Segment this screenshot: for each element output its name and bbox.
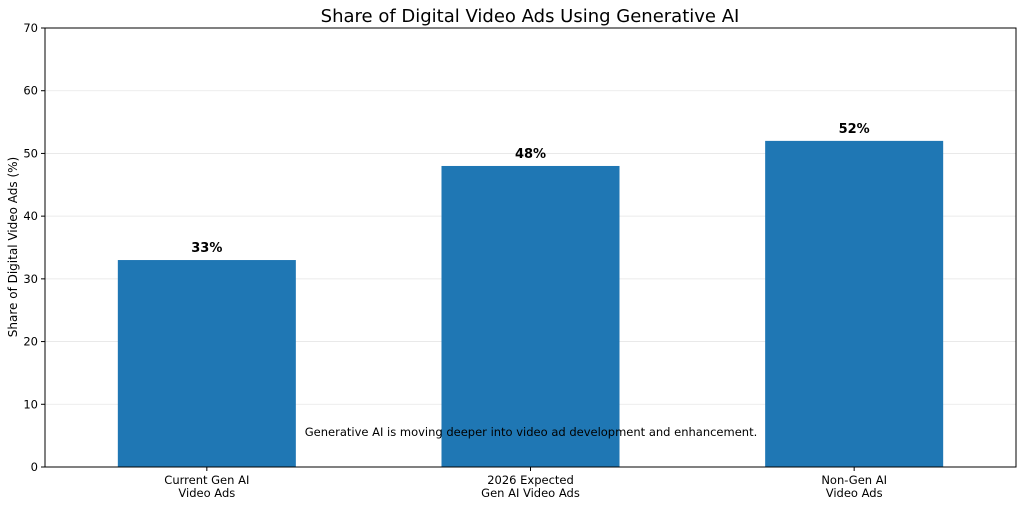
y-tick-label: 50 <box>23 146 38 160</box>
value-labels-group: 33% 48% 52% <box>191 122 869 256</box>
bar <box>117 260 296 467</box>
x-tick-label: Current Gen AI Video Ads <box>164 473 249 500</box>
y-axis-ticks: 0 10 20 30 40 50 60 70 <box>23 21 45 474</box>
chart-title: Share of Digital Video Ads Using Generat… <box>321 6 740 27</box>
bar <box>441 165 620 467</box>
y-tick-label: 60 <box>23 84 38 98</box>
bar-value-label: 48% <box>515 147 546 162</box>
bar-value-label: 52% <box>839 122 870 137</box>
bar <box>765 140 944 467</box>
chart-annotation: Generative AI is moving deeper into vide… <box>305 425 758 439</box>
x-tick-label: 2026 Expected Gen AI Video Ads <box>481 473 580 500</box>
y-tick-label: 70 <box>23 21 38 35</box>
y-tick-label: 20 <box>23 335 38 349</box>
y-tick-label: 40 <box>23 209 38 223</box>
y-tick-label: 30 <box>23 272 38 286</box>
y-axis-label: Share of Digital Video Ads (%) <box>6 157 20 337</box>
y-tick-label: 10 <box>23 397 38 411</box>
x-axis-ticks: Current Gen AI Video Ads 2026 Expected Gen … <box>164 467 887 500</box>
bar-value-label: 33% <box>191 241 222 256</box>
bars-group <box>117 140 944 467</box>
x-tick-label: Non-Gen AI Video Ads <box>821 473 887 500</box>
y-tick-label: 0 <box>31 460 38 474</box>
